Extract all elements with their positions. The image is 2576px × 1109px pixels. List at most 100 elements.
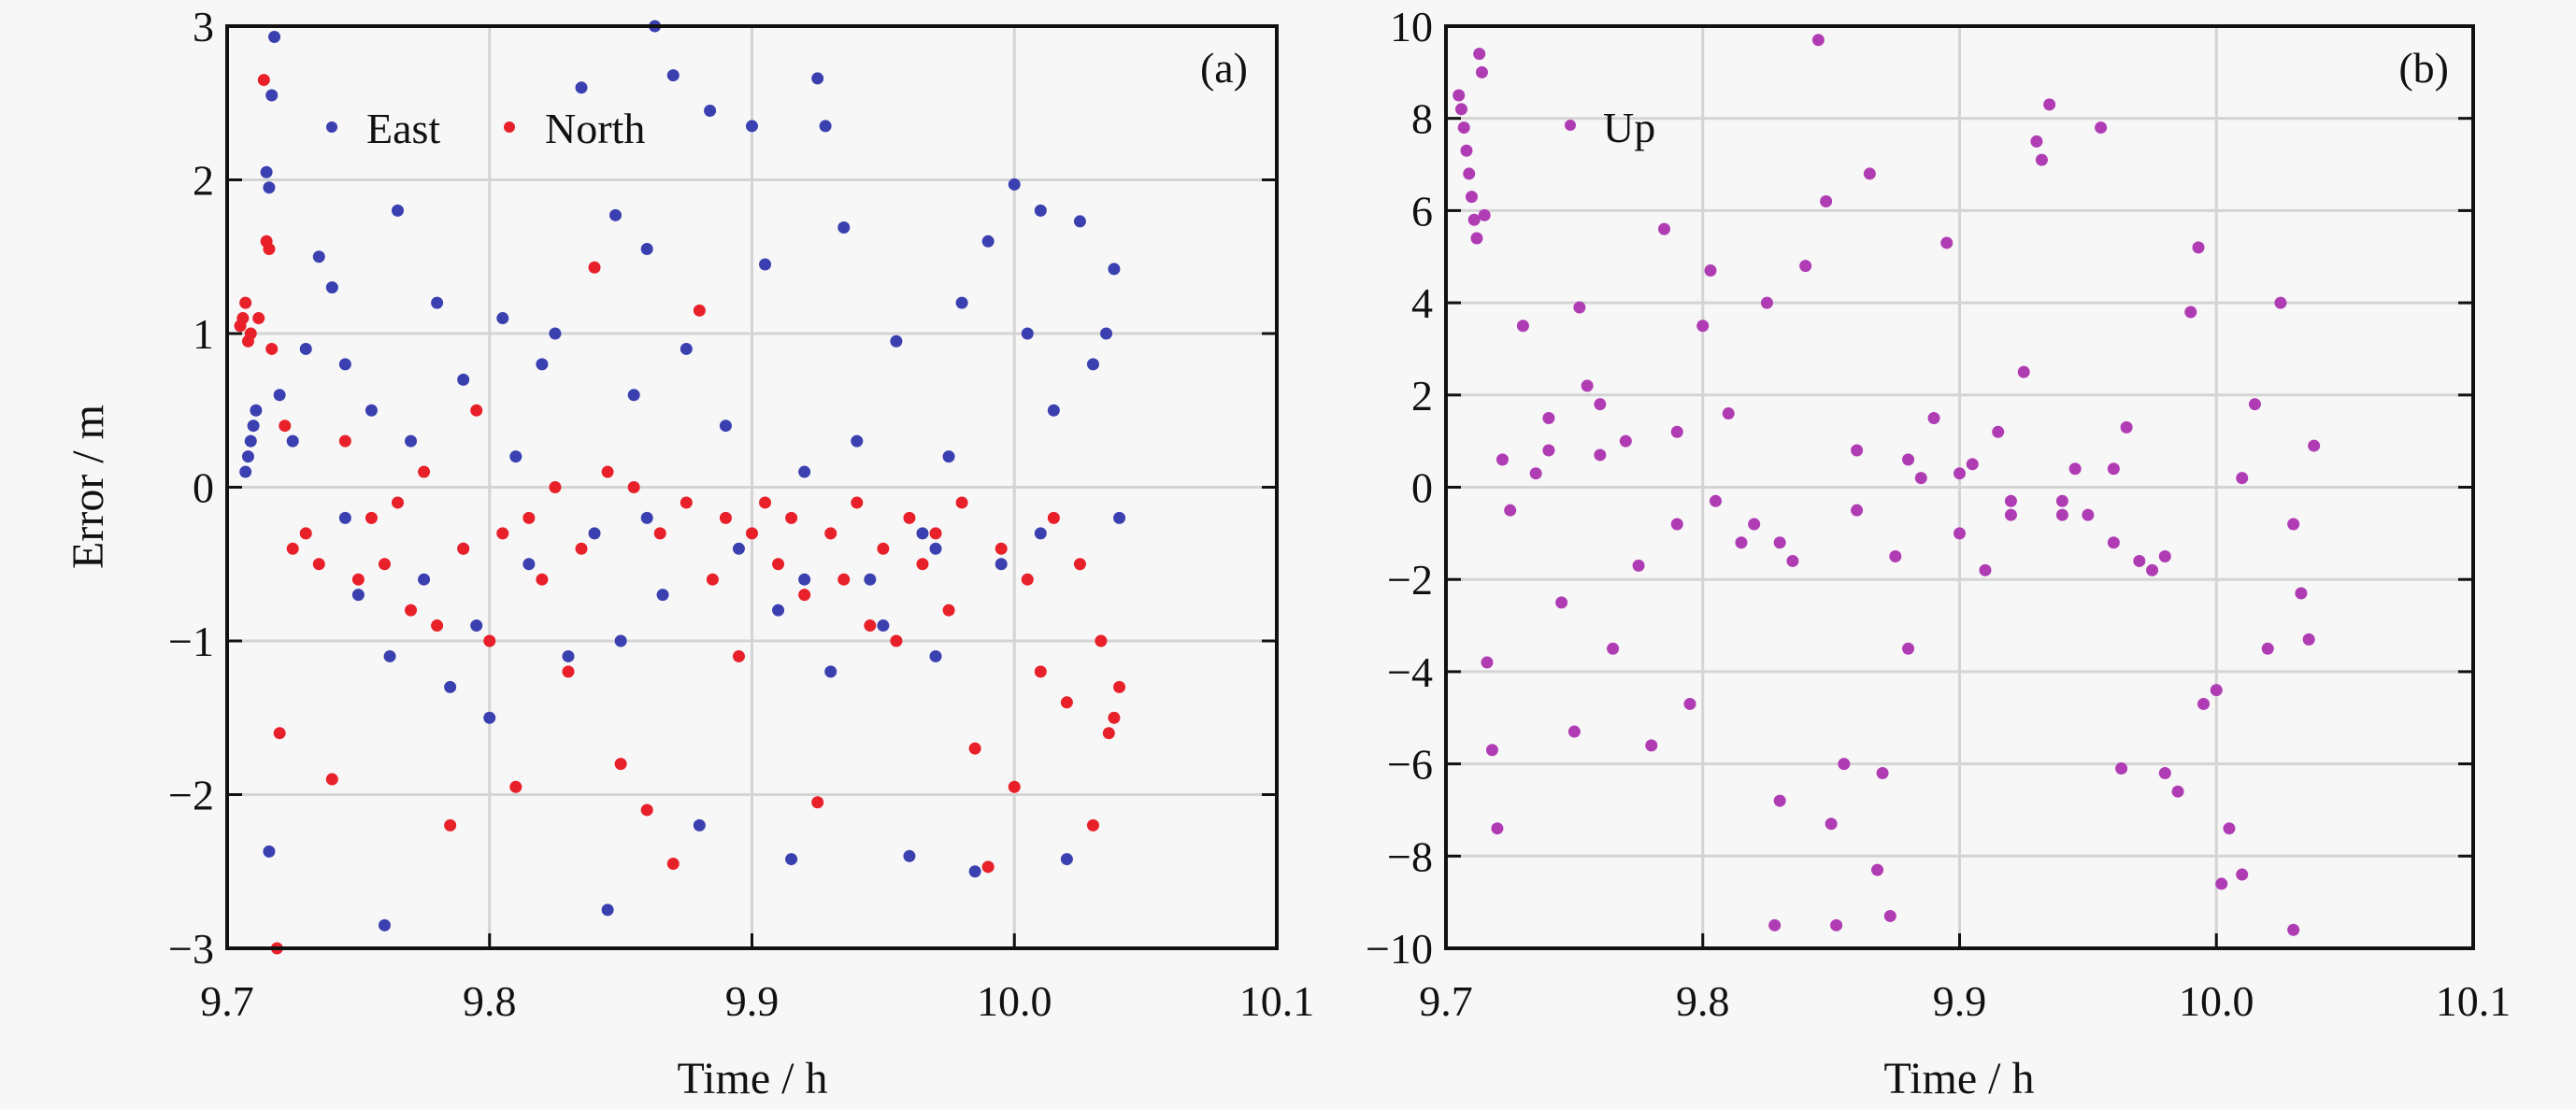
data-point-north bbox=[338, 434, 351, 448]
scatter-points bbox=[234, 20, 1126, 955]
data-point-east bbox=[1073, 215, 1086, 228]
data-point-north bbox=[968, 742, 981, 755]
data-point-north bbox=[265, 342, 279, 355]
data-point-north bbox=[236, 312, 250, 325]
data-point-north bbox=[365, 511, 378, 524]
data-point-east bbox=[819, 120, 832, 133]
y-tick-label: −3 bbox=[168, 925, 214, 973]
data-point-north bbox=[614, 758, 627, 771]
data-point-east bbox=[1008, 178, 1021, 191]
x-tick-label: 10.0 bbox=[977, 977, 1052, 1025]
data-point-up bbox=[2120, 420, 2133, 434]
y-tick-label: 2 bbox=[1411, 372, 1433, 419]
legend-label-east: East bbox=[366, 105, 440, 152]
data-point-east bbox=[338, 358, 351, 371]
data-point-up bbox=[2035, 153, 2048, 166]
data-point-east bbox=[263, 845, 276, 858]
data-point-north bbox=[536, 573, 549, 586]
data-point-up bbox=[1760, 296, 1773, 309]
data-point-east bbox=[640, 243, 653, 256]
data-point-east bbox=[562, 649, 575, 662]
data-point-up bbox=[2068, 462, 2082, 476]
data-point-east bbox=[536, 358, 549, 371]
data-point-east bbox=[351, 589, 365, 602]
data-point-north bbox=[1086, 818, 1099, 832]
data-point-east bbox=[338, 511, 351, 524]
data-point-up bbox=[1748, 518, 1761, 531]
data-point-east bbox=[286, 434, 299, 448]
x-tick-label: 10.1 bbox=[1239, 977, 1315, 1025]
data-point-north bbox=[286, 542, 299, 555]
data-point-up bbox=[1696, 320, 1710, 333]
data-point-up bbox=[1475, 65, 1488, 78]
data-point-up bbox=[1966, 458, 1979, 471]
data-point-up bbox=[1473, 48, 1486, 61]
data-point-north bbox=[312, 558, 325, 571]
legend-marker-east bbox=[326, 121, 337, 133]
y-tick-label: 6 bbox=[1411, 187, 1433, 235]
data-point-east bbox=[601, 903, 614, 917]
data-point-north bbox=[239, 296, 252, 309]
data-point-up bbox=[1470, 232, 1483, 245]
data-point-north bbox=[824, 527, 837, 540]
data-point-up bbox=[2004, 508, 2017, 521]
data-point-up bbox=[1704, 264, 1717, 277]
data-point-north bbox=[351, 573, 365, 586]
y-tick-label: 8 bbox=[1411, 95, 1433, 143]
data-point-north bbox=[916, 558, 929, 571]
panel-label-a: (a) bbox=[1200, 44, 1248, 92]
data-point-east bbox=[1086, 358, 1099, 371]
data-point-north bbox=[470, 404, 483, 417]
data-point-north bbox=[257, 74, 270, 87]
data-point-up bbox=[1851, 504, 1864, 517]
data-point-north bbox=[1108, 711, 1121, 724]
data-point-north bbox=[640, 803, 653, 817]
scatter-points bbox=[1453, 34, 2321, 936]
data-point-east bbox=[575, 81, 588, 94]
y-tick-label: −1 bbox=[168, 618, 214, 665]
data-point-up bbox=[1953, 467, 1966, 480]
data-point-north bbox=[279, 419, 292, 433]
data-point-up bbox=[2236, 868, 2249, 881]
data-point-up bbox=[2197, 697, 2211, 710]
data-point-north bbox=[1034, 665, 1047, 678]
data-point-east bbox=[981, 235, 995, 248]
data-point-up bbox=[1722, 407, 1735, 420]
data-point-north bbox=[929, 527, 942, 540]
data-point-east bbox=[418, 573, 431, 586]
data-point-up bbox=[1491, 822, 1504, 835]
data-point-east bbox=[263, 181, 276, 194]
data-point-north bbox=[772, 558, 785, 571]
data-point-east bbox=[299, 342, 312, 355]
data-point-up bbox=[1454, 103, 1467, 116]
data-point-east bbox=[693, 818, 706, 832]
data-point-up bbox=[1465, 191, 1478, 204]
y-tick-label: 1 bbox=[193, 310, 214, 358]
data-point-up bbox=[2236, 472, 2249, 485]
y-tick-label: 4 bbox=[1411, 279, 1433, 327]
data-point-up bbox=[1876, 766, 1889, 779]
data-point-east bbox=[588, 527, 601, 540]
data-point-up bbox=[2146, 563, 2159, 576]
data-point-up bbox=[1902, 453, 1915, 466]
y-tick-label: −6 bbox=[1387, 741, 1433, 789]
data-point-up bbox=[1863, 167, 1876, 180]
x-axis-label-b: Time / h bbox=[1884, 1054, 2035, 1103]
data-point-up bbox=[1820, 195, 1833, 208]
data-point-east bbox=[1060, 853, 1073, 866]
data-point-north bbox=[509, 780, 522, 793]
data-point-east bbox=[1034, 204, 1047, 217]
data-point-east bbox=[1021, 327, 1034, 340]
data-point-up bbox=[2215, 877, 2228, 890]
data-point-north bbox=[405, 604, 418, 617]
data-point-north bbox=[759, 496, 772, 509]
data-point-up bbox=[1902, 642, 1915, 655]
data-point-north bbox=[653, 527, 666, 540]
data-point-up bbox=[1683, 697, 1696, 710]
data-point-up bbox=[1709, 494, 1722, 507]
y-tick-label: −4 bbox=[1387, 648, 1433, 696]
data-point-east bbox=[640, 511, 653, 524]
x-tick-label: 9.7 bbox=[1419, 977, 1473, 1025]
data-point-up bbox=[2223, 822, 2236, 835]
